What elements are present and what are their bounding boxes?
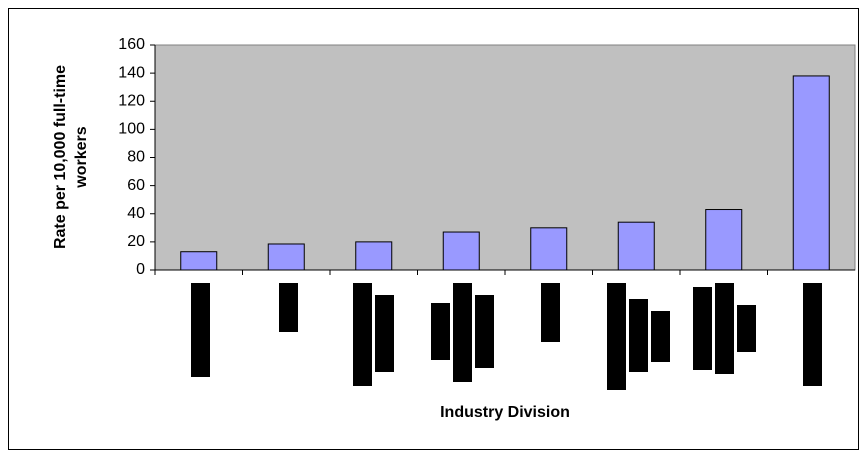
y-tick-label: 80 <box>127 149 145 166</box>
redactions <box>191 283 822 390</box>
y-tick-label: 0 <box>136 261 145 278</box>
redaction <box>353 283 372 386</box>
redaction <box>607 283 626 390</box>
redaction <box>541 283 560 342</box>
redaction <box>693 287 712 370</box>
redaction <box>431 303 450 360</box>
redaction <box>803 283 822 386</box>
redaction <box>475 295 494 368</box>
y-axis-title: Rate per 10,000 full-time workers <box>52 64 90 250</box>
redaction <box>279 283 298 332</box>
redaction <box>453 283 472 382</box>
bar <box>180 251 218 271</box>
y-tick-label: 120 <box>118 92 145 109</box>
redaction <box>715 283 734 374</box>
bar <box>792 75 830 271</box>
bar <box>442 231 480 271</box>
bar <box>530 227 568 271</box>
bar <box>617 221 655 271</box>
y-tick-label: 140 <box>118 64 145 81</box>
redaction <box>191 283 210 377</box>
redaction <box>629 299 648 372</box>
y-tick-label: 100 <box>118 121 145 138</box>
bar <box>267 243 305 271</box>
y-tick-label: 20 <box>127 233 145 250</box>
y-tick-label: 160 <box>118 36 145 53</box>
redaction <box>737 305 756 352</box>
y-tick-label: 40 <box>127 205 145 222</box>
redaction <box>375 295 394 372</box>
bar <box>355 241 393 271</box>
plot-area <box>154 44 856 271</box>
redaction <box>651 311 670 362</box>
y-tick-label: 60 <box>127 177 145 194</box>
bar <box>705 209 743 271</box>
x-axis-title: Industry Division <box>440 404 570 421</box>
